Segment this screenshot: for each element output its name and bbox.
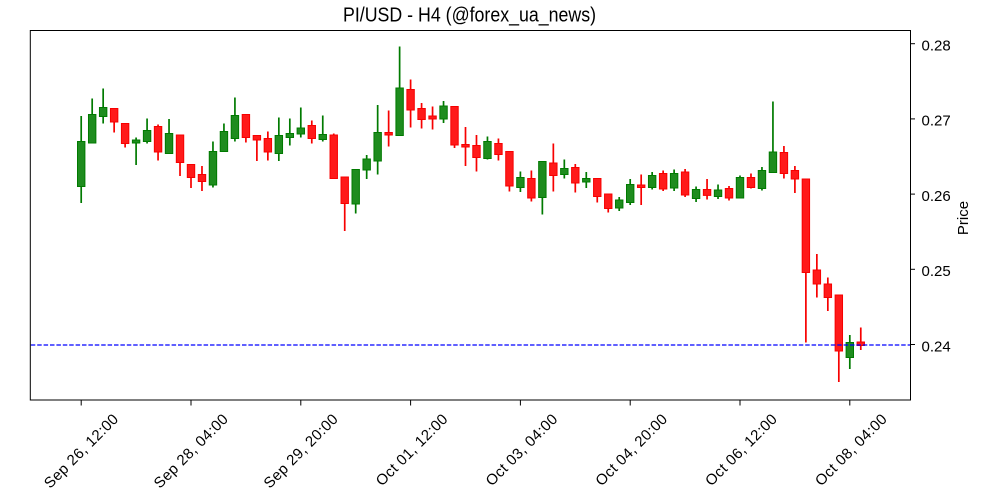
svg-text:0.27: 0.27 — [922, 113, 951, 130]
svg-text:PI/USD - H4 (@forex_ua_news): PI/USD - H4 (@forex_ua_news) — [343, 5, 596, 27]
svg-text:0.24: 0.24 — [922, 338, 951, 355]
svg-text:0.28: 0.28 — [922, 38, 951, 55]
svg-text:0.25: 0.25 — [922, 263, 951, 280]
svg-text:Price: Price — [955, 201, 972, 235]
svg-text:0.26: 0.26 — [922, 188, 951, 205]
